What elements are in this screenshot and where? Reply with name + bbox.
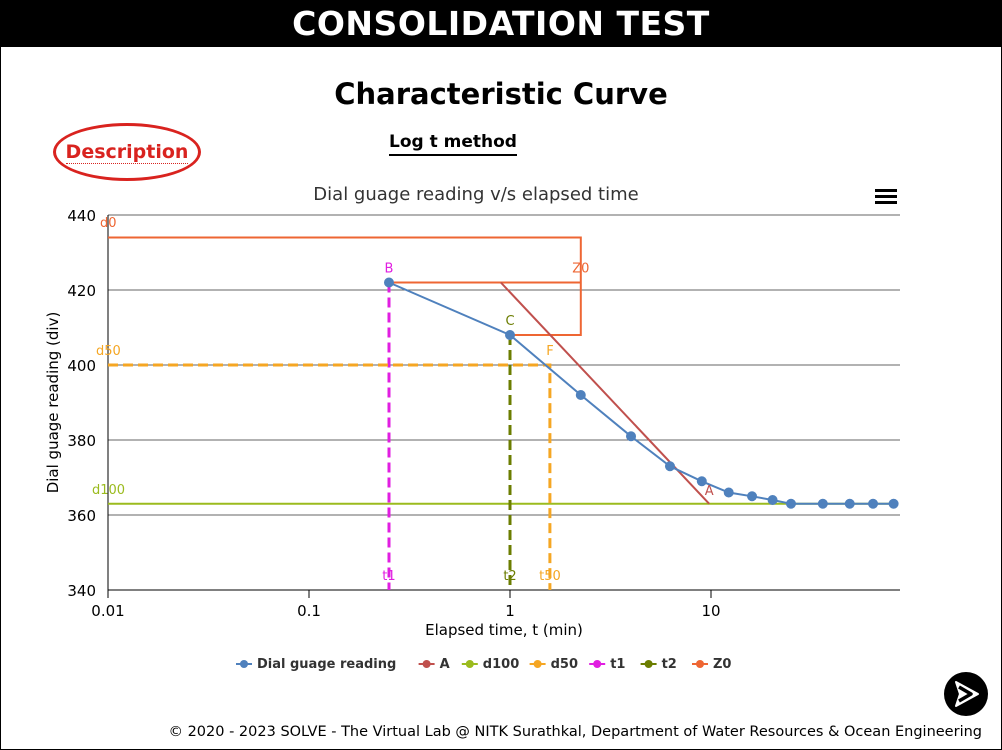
- legend-marker: [696, 660, 704, 668]
- annotation-label: t1: [382, 569, 395, 584]
- legend-item-d50: d50: [529, 657, 578, 672]
- next-button[interactable]: [944, 672, 988, 716]
- characteristic-curve-chart: Dial guage reading v/s elapsed time 340 36…: [44, 184, 900, 672]
- annotation-label: B: [385, 262, 394, 277]
- legend-label: t1: [610, 657, 625, 672]
- footer-copyright: © 2020 - 2023 SOLVE - The Virtual Lab @ …: [168, 724, 982, 740]
- annotation-label: Z0: [572, 262, 589, 277]
- data-point: [383, 277, 394, 288]
- data-point: [767, 495, 778, 505]
- legend-marker: [533, 660, 542, 668]
- y-tick-label: 340: [67, 582, 96, 600]
- legend-label: d50: [551, 657, 578, 672]
- legend-item-t1: t1: [589, 657, 625, 672]
- next-arrow-icon: [955, 681, 979, 707]
- method-heading: Log t method: [389, 131, 517, 156]
- chart-title: Dial guage reading v/s elapsed time: [313, 184, 638, 205]
- page-title: Characteristic Curve: [334, 77, 668, 111]
- annotation-label: t2: [503, 569, 516, 584]
- data-point: [626, 431, 637, 442]
- description-button[interactable]: Description: [53, 123, 201, 181]
- x-tick-label: 10: [701, 602, 720, 620]
- legend-item-t2: t2: [640, 657, 677, 672]
- x-tick-label: 0.1: [297, 602, 321, 620]
- data-point: [888, 498, 899, 509]
- description-button-label: Description: [65, 140, 189, 164]
- legend-item-dial-guage-reading: Dial guage reading: [236, 657, 396, 672]
- legend-marker: [465, 660, 474, 668]
- data-point: [575, 390, 586, 400]
- series-line-d50: [108, 363, 552, 590]
- x-tick-label: 0.01: [91, 602, 124, 620]
- data-point: [696, 476, 707, 487]
- legend-label: Z0: [713, 657, 731, 672]
- legend-marker: [593, 660, 602, 668]
- x-axis-label: Elapsed time, t (min): [425, 621, 583, 639]
- legend-label: A: [440, 657, 450, 672]
- data-point: [664, 461, 675, 472]
- data-point: [785, 498, 796, 509]
- legend-item-z0: Z0: [692, 657, 731, 672]
- data-point: [505, 330, 515, 340]
- legend-marker: [644, 660, 653, 668]
- legend-label: Dial guage reading: [257, 657, 396, 672]
- legend-marker: [240, 660, 248, 668]
- series-line-dial-guage-reading: [388, 281, 894, 505]
- data-point: [868, 498, 879, 509]
- legend-label: d100: [483, 657, 519, 672]
- annotation-label: F: [546, 344, 553, 359]
- annotation-label: d0: [100, 216, 117, 231]
- annotation-label: C: [505, 314, 514, 329]
- legend-item-a: A: [418, 657, 450, 672]
- x-tick-label: 1: [505, 602, 515, 620]
- legend-marker: [422, 660, 431, 668]
- y-tick-label: 440: [67, 207, 96, 225]
- y-axis-label: Dial guage reading (div): [44, 312, 62, 494]
- legend-item-d100: d100: [461, 657, 519, 672]
- data-point: [817, 498, 828, 509]
- y-tick-label: 400: [67, 357, 96, 375]
- y-tick-label: 360: [67, 507, 96, 525]
- annotation-label: t50: [539, 569, 561, 584]
- legend-label: t2: [662, 657, 677, 672]
- chart-container: Dial guage reading v/s elapsed time 340 36…: [0, 175, 1002, 695]
- annotation-label: d100: [92, 483, 125, 498]
- data-point: [844, 498, 855, 509]
- app-header: CONSOLIDATION TEST: [0, 0, 1002, 47]
- y-tick-label: 420: [67, 282, 96, 300]
- hamburger-menu-icon[interactable]: [872, 186, 900, 210]
- annotation-label: d50: [96, 344, 121, 359]
- y-tick-label: 380: [67, 432, 96, 450]
- data-point: [723, 487, 734, 498]
- data-point: [747, 491, 758, 502]
- annotation-label: A: [705, 484, 714, 499]
